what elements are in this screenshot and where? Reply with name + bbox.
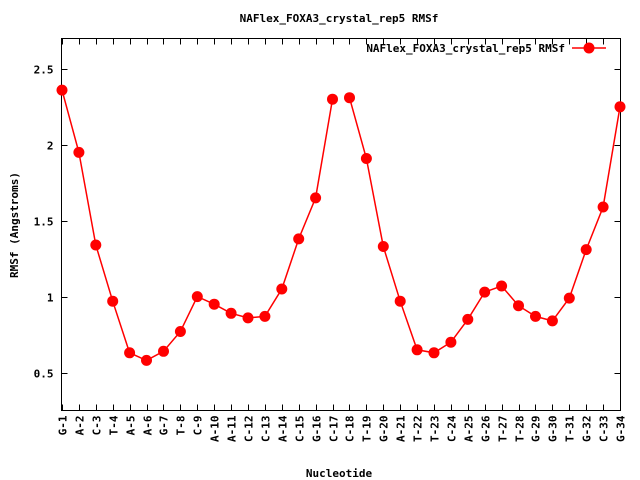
x-tick-label: G-16 — [311, 415, 324, 442]
x-tick-label: C-18 — [344, 416, 357, 443]
data-point — [124, 347, 136, 359]
x-axis-label: Nucleotide — [306, 467, 373, 480]
data-point — [394, 295, 406, 307]
data-point — [428, 347, 440, 359]
x-tick-label: G-34 — [615, 415, 628, 442]
x-tick-label: T-27 — [497, 416, 510, 443]
data-point — [479, 286, 491, 298]
legend: NAFlex_FOXA3_crystal_rep5 RMSf — [366, 42, 606, 55]
chart-title: NAFlex_FOXA3_crystal_rep5 RMSf — [240, 12, 439, 25]
x-tick-label: A-14 — [277, 415, 290, 442]
data-point — [73, 146, 85, 158]
x-tick-label: A-11 — [226, 415, 239, 442]
data-point — [597, 201, 609, 213]
x-tick-label: G-30 — [547, 416, 560, 443]
x-tick-label: T-8 — [175, 416, 188, 436]
data-point — [546, 315, 558, 327]
data-point — [56, 84, 68, 96]
x-tick-label: A-6 — [142, 415, 155, 435]
data-point — [344, 92, 355, 104]
data-point — [360, 153, 372, 164]
y-tick-label: 2.5 — [34, 64, 54, 77]
x-tick-label: G-1 — [57, 415, 70, 435]
x-tick-label: C-17 — [328, 416, 341, 443]
data-point — [327, 93, 338, 105]
data-point — [293, 233, 305, 245]
x-tick-label: A-25 — [463, 416, 476, 443]
data-point — [141, 354, 152, 366]
data-point — [462, 313, 474, 325]
x-tick-label: G-26 — [480, 415, 493, 442]
data-point — [580, 244, 592, 256]
series-layer — [56, 84, 626, 366]
series-line — [61, 89, 334, 362]
x-tick-label: T-4 — [108, 415, 121, 435]
data-point — [242, 312, 254, 324]
x-axis-ticks: G-1 A-2 C-3 T-4 A-5 A-6 G-7 T-8 C-9 A-10 A-11 C-12 C… — [57, 38, 628, 443]
x-tick-label: C-13 — [260, 416, 273, 443]
y-axis-label: RMSf (Angstroms) — [8, 172, 21, 278]
data-point — [530, 310, 541, 322]
x-tick-label: T-31 — [564, 415, 577, 442]
data-point — [225, 307, 237, 319]
data-point — [276, 283, 288, 295]
x-tick-label: G-20 — [378, 416, 391, 443]
x-tick-label: A-5 — [125, 416, 138, 436]
x-tick-label: C-33 — [598, 416, 611, 443]
y-tick-label: 1 — [47, 292, 54, 305]
data-point — [496, 280, 508, 292]
legend-label: NAFlex_FOXA3_crystal_rep5 RMSf — [366, 42, 565, 55]
x-tick-label: G-29 — [530, 416, 543, 443]
data-point — [310, 192, 322, 204]
x-tick-label: C-9 — [192, 416, 205, 436]
x-tick-label: C-15 — [294, 416, 307, 443]
x-tick-label: A-21 — [395, 415, 408, 442]
legend-marker — [583, 42, 595, 54]
data-point — [445, 336, 457, 348]
data-point — [174, 326, 186, 337]
x-tick-label: T-22 — [412, 416, 425, 443]
x-tick-label: G-7 — [158, 416, 171, 436]
x-tick-label: T-19 — [361, 416, 374, 443]
data-point — [191, 291, 203, 303]
data-point — [614, 101, 626, 113]
data-point — [259, 310, 271, 322]
data-point — [208, 298, 220, 310]
x-tick-label: T-28 — [514, 416, 527, 443]
y-tick-label: 0.5 — [34, 368, 54, 381]
data-point — [563, 292, 575, 304]
series-line — [348, 97, 621, 354]
x-tick-label: G-32 — [581, 416, 594, 443]
data-point — [377, 241, 389, 252]
y-axis-ticks: 0.5 1 1.5 2 2.5 — [34, 64, 621, 381]
x-tick-label: C-12 — [243, 416, 256, 443]
x-tick-label: A-10 — [209, 416, 222, 443]
y-tick-label: 1.5 — [34, 216, 54, 229]
data-point — [107, 295, 119, 307]
x-tick-label: A-2 — [74, 416, 87, 436]
data-point — [158, 345, 169, 357]
y-tick-label: 2 — [47, 140, 54, 153]
x-tick-label: T-23 — [429, 416, 442, 443]
data-point — [513, 300, 524, 312]
x-tick-label: C-24 — [446, 415, 459, 442]
data-point — [411, 344, 423, 356]
x-tick-label: C-3 — [91, 416, 104, 436]
data-point — [90, 239, 102, 251]
plot-area-frame — [61, 38, 621, 411]
